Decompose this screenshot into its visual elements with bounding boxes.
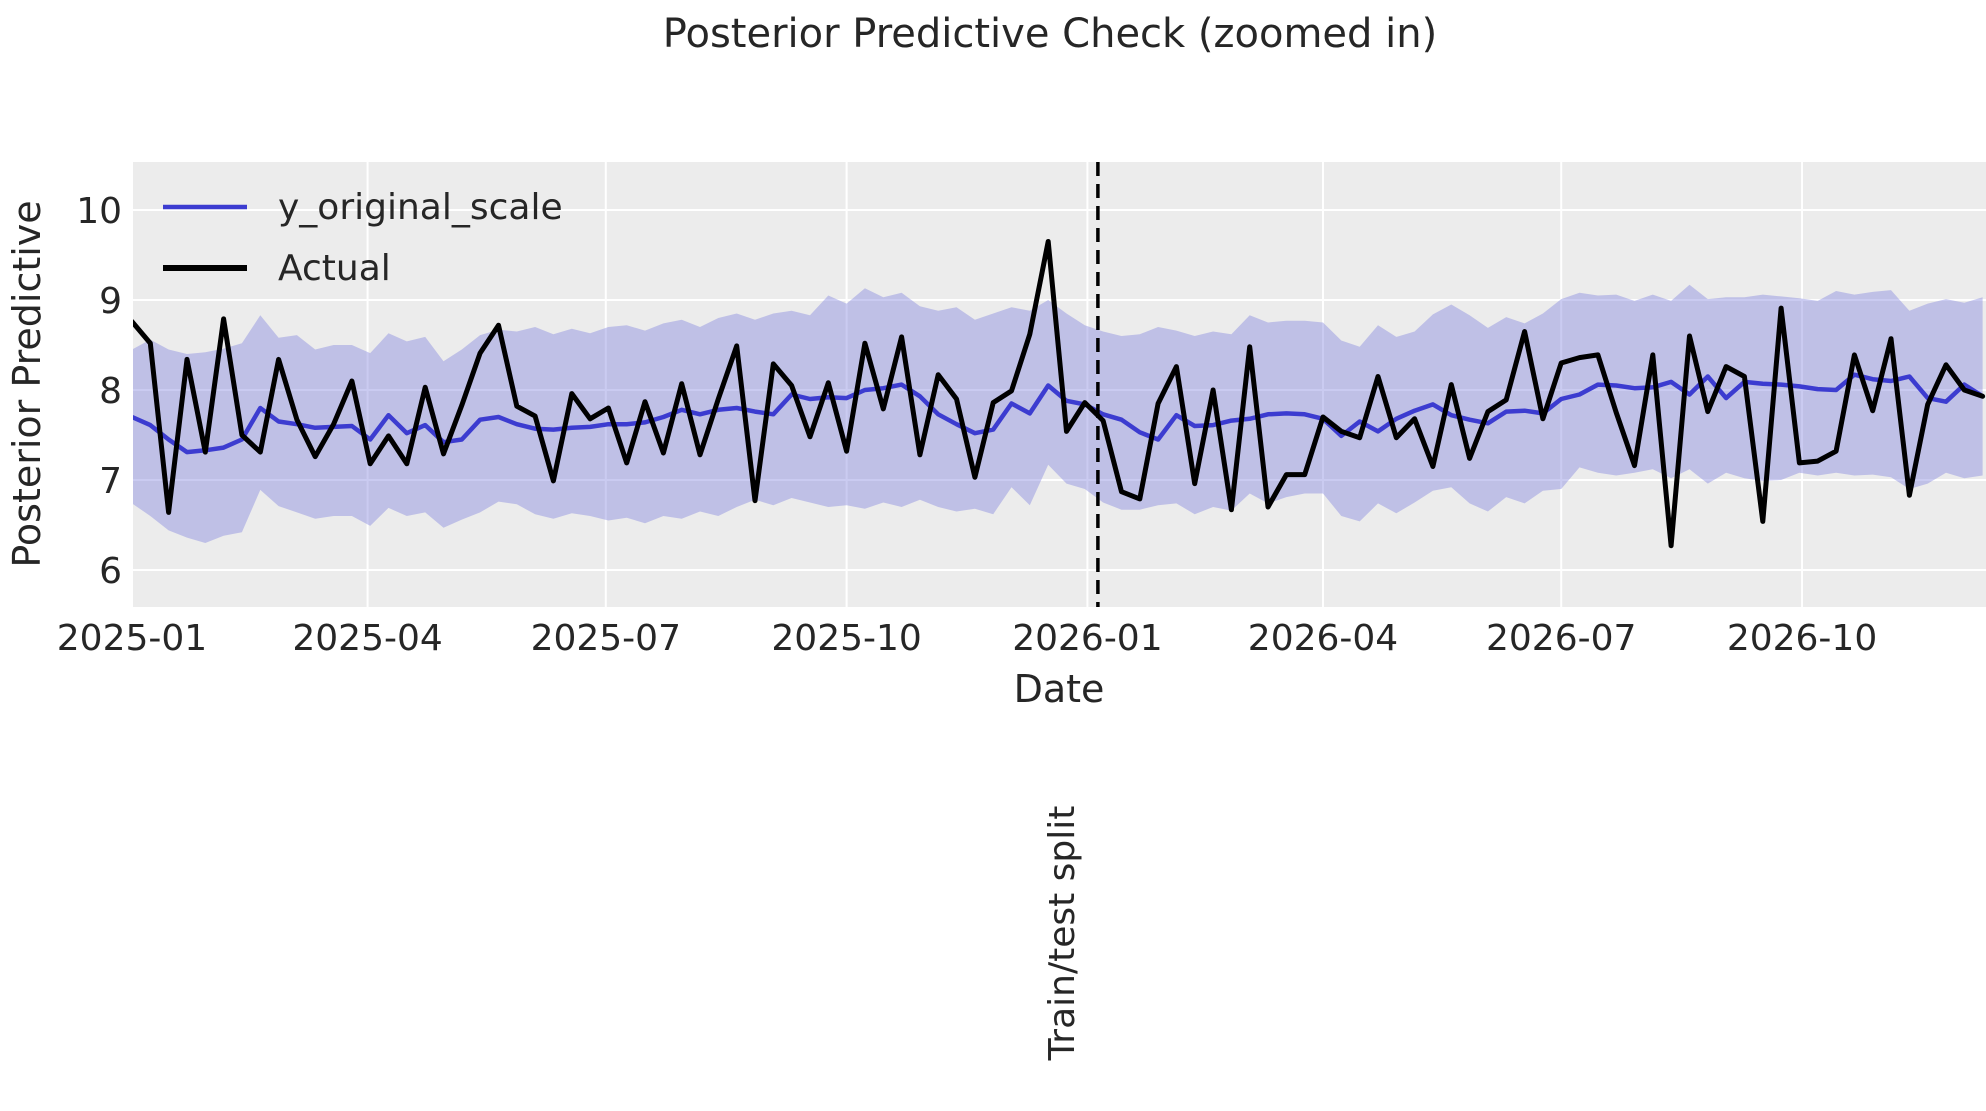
x-tick-label: 2026-07 [1486,618,1636,659]
chart-title: Posterior Predictive Check (zoomed in) [663,11,1437,57]
y-tick-label: 6 [99,551,122,592]
x-tick-label: 2026-04 [1248,618,1398,659]
legend-label-actual: Actual [278,248,391,289]
series-line-actual [133,239,1986,549]
y-tick-labels: 6 7 8 9 10 [76,191,122,592]
x-tick-label: 2025-04 [292,618,442,659]
legend-label-y-original-scale: y_original_scale [278,187,563,228]
legend: y_original_scale Actual [163,187,563,289]
train-test-split-label: Train/test split [1042,806,1083,1062]
x-tick-labels: 2025-01 2025-04 2025-07 2025-10 2026-01 2026-… [57,618,1877,659]
y-tick-label: 7 [99,461,122,502]
y-tick-label: 8 [99,371,122,412]
y-axis-label: Posterior Predictive [5,200,49,567]
x-axis-label: Date [1014,667,1105,711]
x-tick-label: 2025-07 [531,618,681,659]
data-lines [133,239,1986,549]
x-tick-label: 2025-01 [57,618,207,659]
y-tick-label: 10 [76,191,122,232]
y-tick-label: 9 [99,281,122,322]
x-tick-label: 2026-10 [1727,618,1877,659]
gridlines [131,162,1986,607]
x-tick-label: 2026-01 [1012,618,1162,659]
x-tick-label: 2025-10 [771,618,921,659]
